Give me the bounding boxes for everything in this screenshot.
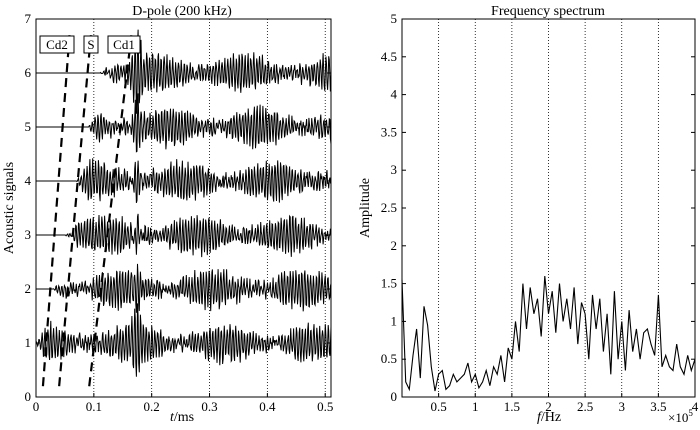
- signals-xtick-label: 0.5: [317, 399, 333, 414]
- signal-trace-4: [36, 158, 332, 204]
- wave-label-s-box: [83, 35, 99, 54]
- signal-trace-1: [35, 303, 332, 377]
- signals-xtick-label: 0.1: [86, 399, 102, 414]
- signals-ytick-label: 1: [25, 335, 32, 350]
- signals-traces: [35, 29, 332, 377]
- spectrum-ytick-label: 2.5: [381, 200, 397, 215]
- signals-ytick-label: 5: [25, 119, 32, 134]
- spectrum-panel: Frequency spectrum 0.5 1 1.5 2 2.5 3 3.5 4 0 0.5…: [358, 4, 699, 425]
- spectrum-xticks: 0.5 1 1.5 2 2.5 3 3.5 4: [431, 393, 699, 414]
- spectrum-line: [401, 275, 696, 392]
- signals-xtick-label: 0.2: [144, 399, 160, 414]
- signals-xlabel-var: t: [170, 410, 175, 425]
- spectrum-xlabel: f/Hz: [537, 410, 561, 425]
- spectrum-axes-frame: [401, 18, 696, 398]
- wave-label-s: S: [83, 35, 99, 54]
- spectrum-xtick-label: 2: [545, 399, 552, 414]
- signals-title: D-pole (200 kHz): [132, 4, 232, 19]
- signals-xtick-label: 0: [33, 399, 40, 414]
- spectrum-ytick-label: 5: [391, 11, 398, 26]
- wave-label-cd1: Cd1: [107, 35, 141, 54]
- signals-panel: D-pole (200 kHz) 0 0.1 0.2 0.3 0.4 0.5 0 1 2 3 4 5…: [2, 4, 333, 425]
- wave-label-s-text: S: [87, 37, 94, 52]
- arrival-lines: [41, 35, 133, 387]
- signals-xtick-label: 0.4: [259, 399, 276, 414]
- spectrum-grid: [438, 19, 659, 397]
- arrival-line-cd2: [41, 35, 71, 387]
- signals-axes-frame: [35, 18, 332, 398]
- spectrum-xtick-label: 1.5: [504, 399, 520, 414]
- spectrum-xtick-label: 0.5: [431, 399, 447, 414]
- wave-label-cd2-box: [39, 35, 75, 54]
- spectrum-ytick-label: 0: [391, 389, 398, 404]
- signals-xtick-label: 0.3: [201, 399, 217, 414]
- arrival-line-s: [58, 35, 93, 387]
- spectrum-title: Frequency spectrum: [491, 4, 605, 19]
- spectrum-xlabel-unit: /Hz: [541, 410, 561, 425]
- spectrum-ytick-label: 4.5: [381, 49, 397, 64]
- spectrum-ytick-label: 1: [391, 313, 398, 328]
- signal-trace-2: [36, 263, 332, 313]
- wave-label-cd1-text: Cd1: [113, 37, 135, 52]
- signals-ytick-label: 0: [25, 389, 32, 404]
- spectrum-series-line: [401, 275, 696, 392]
- signals-xlabel: t/ms: [170, 410, 194, 425]
- spectrum-xlabel-var: f: [537, 410, 543, 425]
- spectrum-yticks: 0 0.5 1 1.5 2 2.5 3 3.5 4 4.5 5: [381, 11, 695, 404]
- signals-xlabel-unit: /ms: [174, 410, 194, 425]
- wave-label-cd2: Cd2: [39, 35, 75, 54]
- signals-xticks: 0 0.1 0.2 0.3 0.4 0.5: [33, 393, 333, 414]
- spectrum-xtick-label: 3.5: [650, 399, 666, 414]
- wave-label-cd1-box: [107, 35, 141, 54]
- spectrum-xtick-label: 3: [619, 399, 626, 414]
- spectrum-ytick-label: 0.5: [381, 351, 397, 366]
- spectrum-exponent: ×105: [668, 408, 693, 425]
- spectrum-ytick-label: 3: [391, 162, 398, 177]
- spectrum-ytick-label: 4: [391, 87, 398, 102]
- spectrum-xtick-label: 1: [472, 399, 479, 414]
- signals-ytick-label: 7: [25, 11, 32, 26]
- spectrum-exponent-power: 5: [688, 408, 693, 418]
- spectrum-exponent-base: ×10: [668, 410, 688, 425]
- spectrum-ytick-label: 3.5: [381, 124, 397, 139]
- signals-ytick-label: 6: [25, 65, 32, 80]
- spectrum-xtick-label: 4: [692, 399, 699, 414]
- signals-ytick-label: 4: [25, 173, 32, 188]
- signal-trace-6: [36, 29, 332, 114]
- signal-trace-3: [36, 213, 332, 258]
- spectrum-ytick-label: 2: [391, 238, 398, 253]
- signals-ylabel: Acoustic signals: [2, 162, 17, 254]
- signals-ytick-label: 2: [25, 281, 32, 296]
- signals-ytick-label: 3: [25, 227, 32, 242]
- signal-trace-5: [36, 93, 332, 153]
- spectrum-ylabel: Amplitude: [358, 178, 373, 238]
- wave-label-cd2-text: Cd2: [46, 37, 68, 52]
- spectrum-xtick-label: 2.5: [577, 399, 593, 414]
- spectrum-ytick-label: 1.5: [381, 276, 397, 291]
